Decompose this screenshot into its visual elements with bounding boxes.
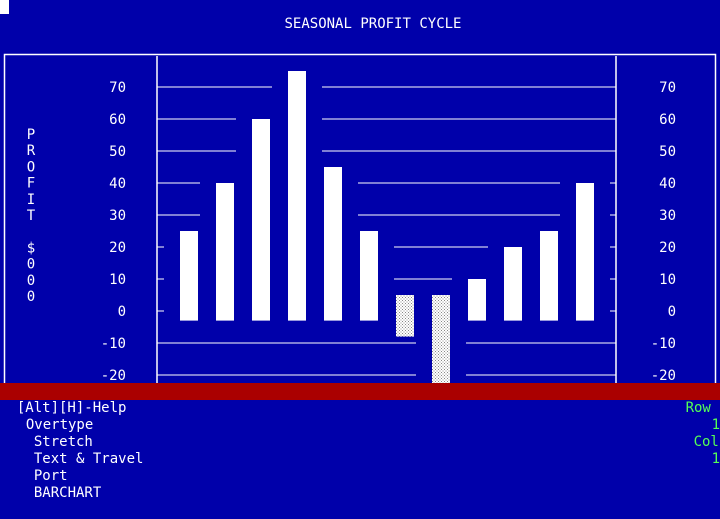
y-axis-label-char: F (27, 176, 35, 192)
help-hint[interactable]: [Alt][H]-Help (16, 400, 127, 416)
y-axis-label-char: 0 (27, 273, 35, 289)
y-tick-label-left: 30 (109, 208, 126, 224)
y-tick-label-right: -10 (651, 336, 676, 352)
col-value: 1 (711, 451, 720, 467)
y-tick-label-right: 50 (659, 144, 676, 160)
program-name: BARCHART (33, 485, 102, 501)
y-tick-label-left: -10 (101, 336, 126, 352)
y-axis-label-char: T (27, 208, 36, 224)
y-axis-label-char: P (27, 127, 35, 143)
y-axis-label-char: R (27, 143, 36, 159)
y-axis-label-char: $ (27, 240, 35, 256)
bar-7 (396, 295, 414, 337)
bar-4 (288, 71, 306, 321)
y-tick-label-right: 20 (659, 240, 676, 256)
y-tick-label-left: 70 (109, 80, 126, 96)
bar-3 (252, 119, 270, 321)
y-tick-label-right: 60 (659, 112, 676, 128)
bar-9 (468, 279, 486, 321)
y-tick-label-left: 0 (118, 304, 126, 320)
port-indicator: Port (33, 468, 68, 484)
y-axis-label-char: O (27, 159, 35, 175)
bar-chart: SEASONAL PROFIT CYCLE 70 70 60 60 50 50 40 40 30… (0, 0, 717, 383)
bar-8 (432, 295, 450, 383)
y-tick-label-right: -20 (651, 368, 676, 383)
row-label: Row (685, 400, 711, 416)
y-tick-label-right: 30 (659, 208, 676, 224)
cursor-block (0, 0, 9, 14)
bar-10 (504, 247, 522, 321)
bar-12 (576, 183, 594, 321)
y-tick-label-left: 50 (109, 144, 126, 160)
bar-1 (180, 231, 198, 321)
y-tick-label-left: -20 (101, 368, 126, 383)
chart-frame (3, 53, 717, 383)
y-axis-label-char: 0 (27, 289, 35, 305)
y-tick-label-left: 10 (109, 272, 126, 288)
col-label: Col (693, 434, 719, 450)
y-axis-label-char: I (27, 192, 35, 208)
y-tick-label-left: 40 (109, 176, 126, 192)
y-tick-label-right: 0 (668, 304, 676, 320)
y-axis-label-char: 0 (27, 257, 35, 273)
bar-11 (540, 231, 558, 321)
row-value: 1 (711, 417, 720, 433)
bar-2 (216, 183, 234, 321)
stretch-indicator: Stretch (33, 434, 93, 450)
y-tick-label-right: 70 (659, 80, 676, 96)
y-tick-label-right: 40 (659, 176, 676, 192)
status-bar: [Alt][H]-Help Overtype Stretch Text & Tr… (0, 383, 720, 501)
mode-indicator: Overtype (25, 417, 94, 433)
chart-title: SEASONAL PROFIT CYCLE (284, 16, 461, 32)
bar-6 (360, 231, 378, 321)
bar-5 (324, 167, 342, 321)
text-travel-indicator: Text & Travel (33, 451, 144, 467)
y-tick-label-right: 10 (659, 272, 676, 288)
y-tick-label-left: 60 (109, 112, 126, 128)
y-tick-label-left: 20 (109, 240, 126, 256)
